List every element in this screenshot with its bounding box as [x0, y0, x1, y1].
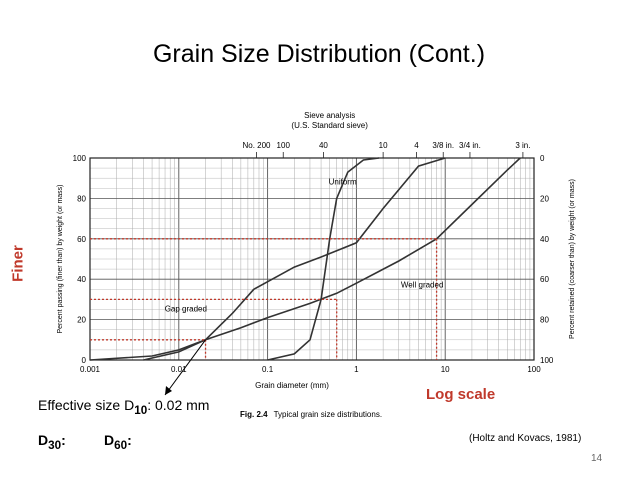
sieve-label: 4 — [414, 141, 419, 150]
x-tick-label: 0.001 — [80, 365, 101, 374]
y-tick-label: 20 — [77, 316, 86, 325]
arrow-line — [164, 339, 206, 396]
sieve-markers: No. 200 100 40 10 4 3/8 in. 3/4 in. 3 in. — [242, 141, 530, 158]
finer-label: Finer — [9, 245, 27, 282]
x-tick-label: 1 — [354, 365, 359, 374]
y-right-tick-label: 0 — [540, 154, 545, 163]
y-right-tick-label: 20 — [540, 194, 549, 203]
series-line — [89, 157, 446, 361]
y-right-tick-label: 80 — [540, 316, 549, 325]
sieve-label: No. 200 — [242, 141, 271, 150]
y-axis-label-left: Percent passing (finer than) by weight (… — [57, 184, 64, 333]
figure-caption: Fig. 2.4 Typical grain size distributions… — [240, 410, 383, 419]
x-tick-label: 10 — [441, 365, 450, 374]
y-tick-label: 40 — [77, 275, 86, 284]
d30-label: D30: — [38, 432, 66, 452]
series-label: Uniform — [329, 177, 357, 186]
sieve-label: 3 in. — [515, 141, 530, 150]
series-label: Gap graded — [165, 305, 207, 314]
chart-annotations — [90, 238, 438, 396]
sieve-label: 3/4 in. — [459, 141, 481, 150]
effective-size-sub: 10 — [134, 403, 148, 417]
effective-size-value: : 0.02 mm — [147, 397, 210, 413]
page-number: 14 — [591, 453, 603, 464]
citation: (Holtz and Kovacs, 1981) — [469, 433, 582, 444]
y-tick-label: 0 — [82, 356, 87, 365]
sieve-label: 100 — [277, 141, 291, 150]
d60-label: D60: — [104, 432, 132, 452]
x-tick-label: 100 — [527, 365, 541, 374]
y-right-tick-label: 60 — [540, 275, 549, 284]
slide-title: Grain Size Distribution (Cont.) — [152, 40, 486, 68]
x-tick-label: 0.01 — [171, 365, 187, 374]
effective-size-text: Effective size D10: 0.02 mm — [38, 397, 209, 417]
y-right-tick-label: 40 — [540, 235, 549, 244]
sieve-label: 10 — [379, 141, 388, 150]
x-axis-label: Grain diameter (mm) — [255, 381, 329, 390]
sieve-label: 3/8 in. — [432, 141, 454, 150]
y-axis-label-right: Percent retained (coarser than) by weigh… — [569, 179, 576, 339]
y-tick-label: 100 — [73, 154, 87, 163]
y-tick-label: 60 — [77, 235, 86, 244]
chart-axes — [89, 157, 535, 361]
series-label: Well graded — [401, 280, 444, 289]
sieve-subtitle: (U.S. Standard sieve) — [291, 121, 368, 130]
sieve-title: Sieve analysis — [304, 111, 355, 120]
plot-frame — [89, 157, 535, 361]
chart-grid — [89, 157, 535, 361]
x-tick-label: 0.1 — [262, 365, 274, 374]
arrow-head — [165, 386, 172, 395]
y-tick-label: 80 — [77, 194, 86, 203]
y-right-tick-label: 100 — [540, 356, 554, 365]
effective-size-prefix: Effective size D — [38, 397, 135, 413]
log-scale-label: Log scale — [426, 386, 496, 403]
sieve-label: 40 — [319, 141, 328, 150]
series-line — [267, 157, 380, 361]
